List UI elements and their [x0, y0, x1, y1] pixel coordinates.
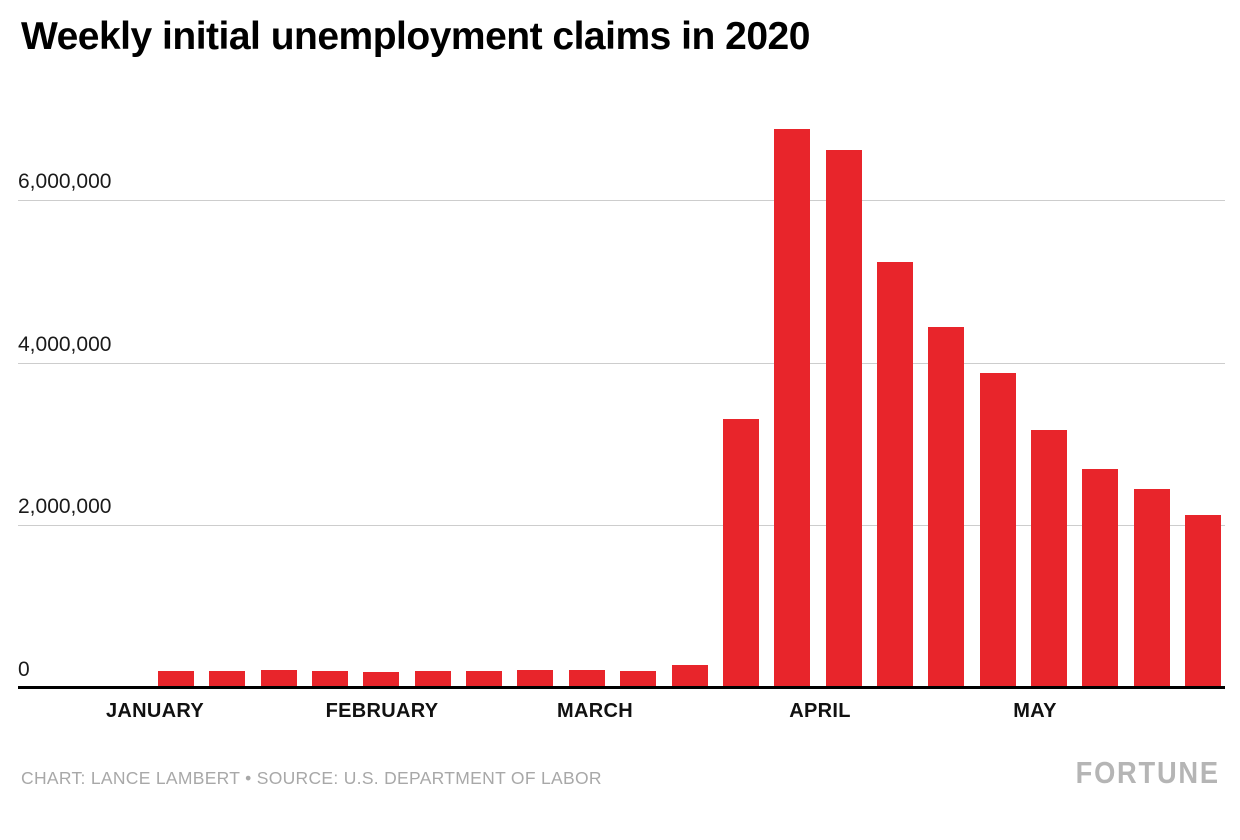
bar — [466, 671, 502, 688]
chart-title: Weekly initial unemployment claims in 20… — [21, 15, 810, 58]
y-tick-label: 0 — [18, 658, 30, 681]
bar — [312, 671, 348, 688]
bar — [928, 327, 964, 688]
x-tick-label: MARCH — [557, 700, 633, 722]
bar — [1082, 469, 1118, 688]
y-tick-label: 4,000,000 — [18, 333, 112, 356]
credit-line: CHART: LANCE LAMBERT • SOURCE: U.S. DEPA… — [21, 768, 602, 788]
bar — [517, 670, 553, 688]
bar — [620, 671, 656, 688]
bar — [158, 671, 194, 688]
bar — [826, 150, 862, 688]
y-tick-label: 6,000,000 — [18, 170, 112, 193]
x-tick-label: MAY — [1013, 700, 1057, 722]
bar — [980, 373, 1016, 688]
bar — [569, 670, 605, 688]
gridline — [18, 525, 1225, 526]
gridline — [18, 200, 1225, 201]
bar — [1134, 489, 1170, 688]
bar — [261, 670, 297, 688]
bar — [774, 129, 810, 688]
x-tick-label: APRIL — [789, 700, 851, 722]
x-axis-line — [18, 686, 1225, 689]
bar — [363, 672, 399, 688]
x-tick-label: FEBRUARY — [325, 700, 439, 722]
bar — [723, 419, 759, 688]
fortune-logo: FORTUNE — [1075, 755, 1220, 790]
bar — [415, 671, 451, 688]
bar — [1031, 430, 1067, 688]
x-tick-label: JANUARY — [105, 700, 205, 722]
bar — [1185, 515, 1221, 688]
bar — [672, 665, 708, 688]
y-tick-label: 2,000,000 — [18, 495, 112, 518]
gridline — [18, 363, 1225, 364]
bar — [877, 262, 913, 688]
bar — [209, 671, 245, 688]
